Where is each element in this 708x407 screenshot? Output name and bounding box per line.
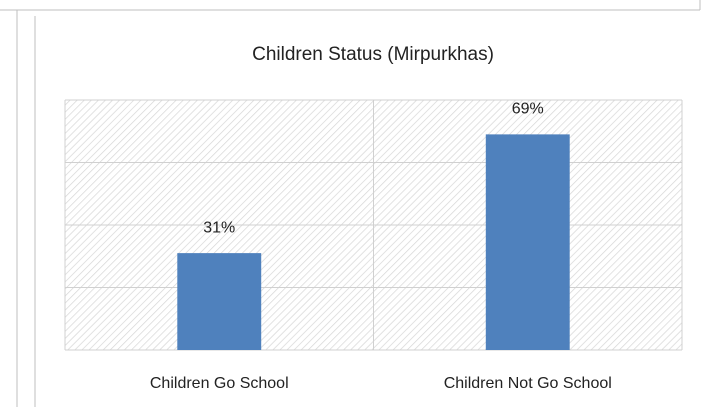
x-tick-label: Children Not Go School [444,375,612,392]
data-label: 31% [203,219,235,236]
x-tick-label: Children Go School [150,375,289,392]
chart-title: Children Status (Mirpurkhas) [252,44,494,65]
bar [485,134,570,350]
bar [177,253,262,350]
data-label: 69% [512,101,544,118]
